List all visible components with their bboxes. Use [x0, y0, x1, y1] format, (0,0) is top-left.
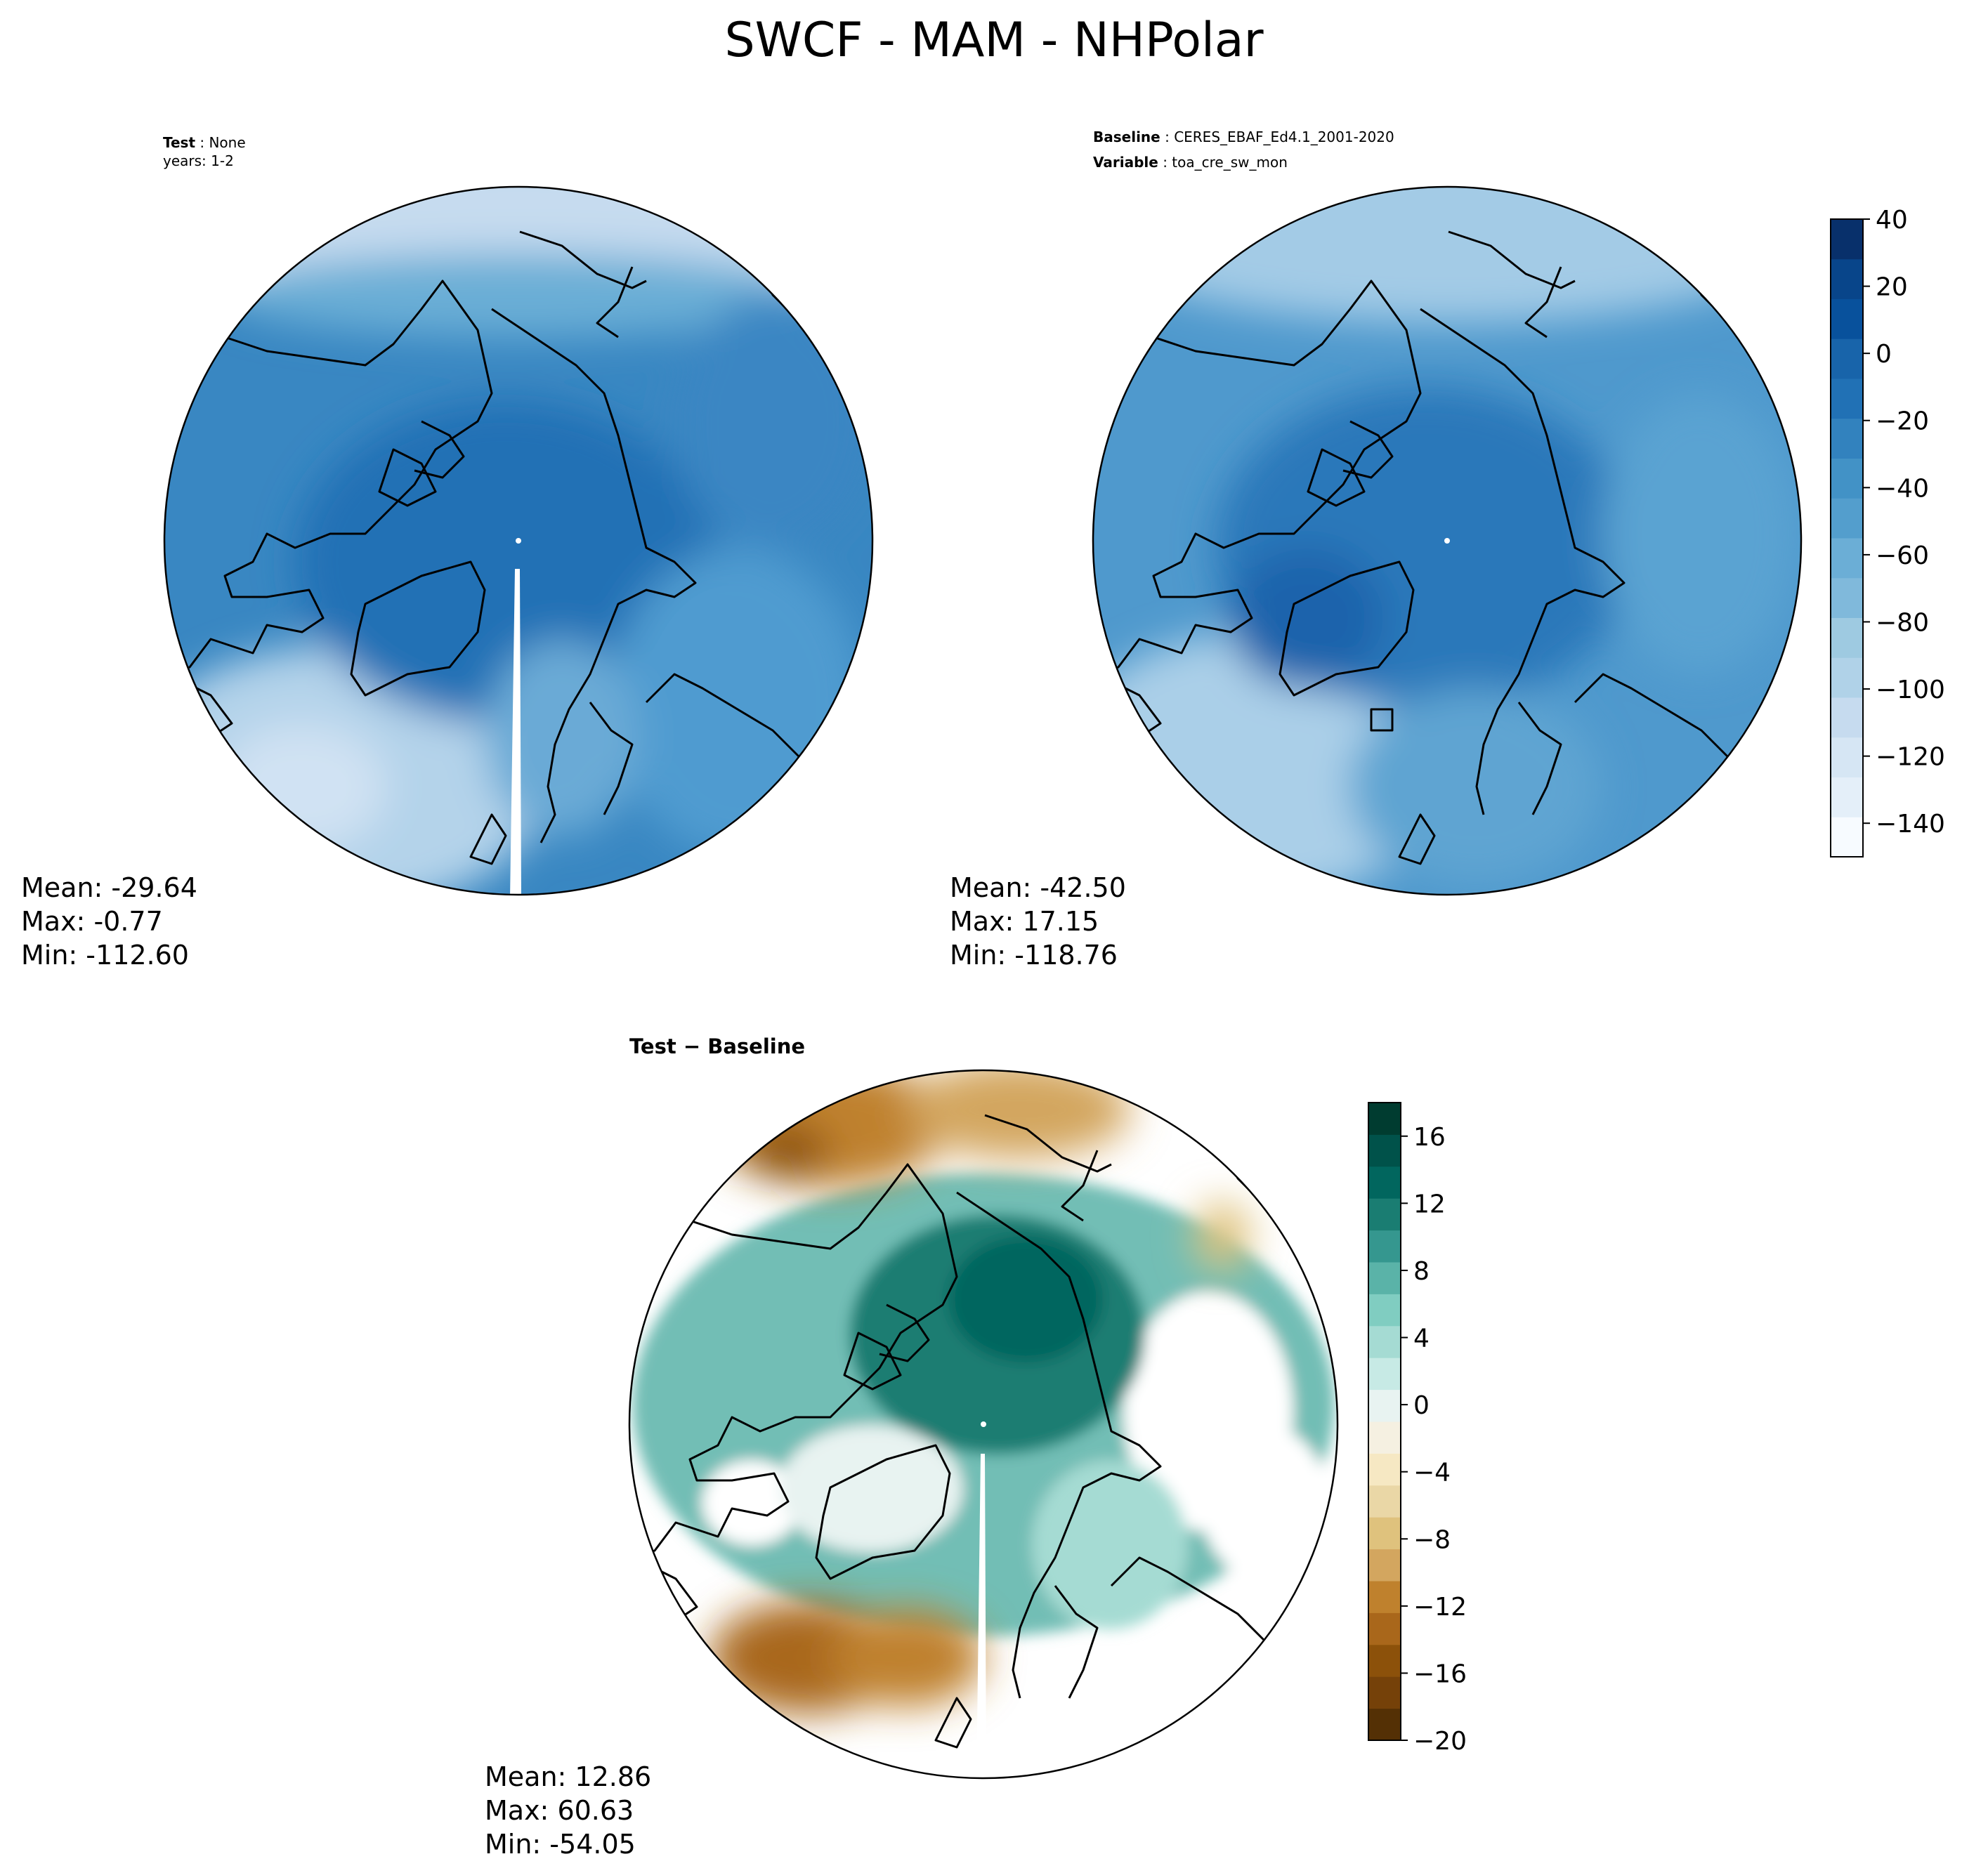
diff-color-step — [1368, 1166, 1401, 1199]
diff-color-step — [1368, 1485, 1401, 1518]
test-map — [163, 185, 874, 896]
diff-color-step — [1368, 1421, 1401, 1454]
baseline-stats: Mean: -42.50 Max: 17.15 Min: -118.76 — [950, 871, 1126, 972]
main-color-step — [1831, 339, 1863, 379]
test-label: Test : None — [163, 134, 246, 151]
diff-color-step — [1368, 1644, 1401, 1677]
baseline-min: Min: -118.76 — [950, 940, 1118, 971]
test-min: Min: -112.60 — [21, 940, 189, 971]
diff-color-step — [1368, 1389, 1401, 1422]
main-color-step — [1831, 817, 1863, 857]
main-color-step — [1831, 498, 1863, 539]
test-label-key: Test — [163, 134, 196, 151]
baseline-max: Max: 17.15 — [950, 906, 1099, 937]
diff-max: Max: 60.63 — [485, 1795, 634, 1826]
diff-frame — [1368, 1102, 1401, 1741]
test-stats: Mean: -29.64 Max: -0.77 Min: -112.60 — [21, 871, 197, 972]
baseline-variable-key: Variable — [1093, 154, 1158, 171]
diff-color-step — [1368, 1230, 1401, 1263]
diff-color-step — [1368, 1517, 1401, 1550]
main-color-step — [1831, 697, 1863, 738]
baseline-label-value: CERES_EBAF_Ed4.1_2001-2020 — [1174, 129, 1394, 145]
diff-tick-label: 4 — [1413, 1325, 1430, 1353]
diff-colorbar: 16 12 8 4 0 −4 −8 −12 −16 −20 — [1368, 1102, 1467, 1756]
main-color-step — [1831, 777, 1863, 817]
diff-tick-label: −12 — [1413, 1593, 1467, 1622]
diff-color-step — [1368, 1198, 1401, 1231]
main-tick-label: −120 — [1876, 743, 1945, 772]
main-tick-label: −140 — [1876, 810, 1945, 839]
main-color-step — [1831, 577, 1863, 618]
figure-title: SWCF - MAM - NHPolar — [724, 13, 1264, 68]
main-tick-label: −80 — [1876, 608, 1929, 637]
main-color-step — [1831, 379, 1863, 419]
diff-color-step — [1368, 1358, 1401, 1391]
test-max: Max: -0.77 — [21, 906, 163, 937]
baseline-label-key: Baseline — [1093, 129, 1160, 145]
main-color-step — [1831, 737, 1863, 777]
test-years: years: 1-2 — [163, 152, 234, 169]
diff-color-step — [1368, 1581, 1401, 1613]
diff-color-step — [1368, 1262, 1401, 1294]
diff-color-step — [1368, 1676, 1401, 1709]
main-tick-label: 20 — [1876, 273, 1908, 302]
diff-tick-label: 8 — [1413, 1257, 1430, 1286]
diff-tick-label: −8 — [1413, 1525, 1451, 1554]
diff-color-step — [1368, 1549, 1401, 1582]
diff-tick-label: 12 — [1413, 1190, 1446, 1218]
main-color-step — [1831, 538, 1863, 579]
diff-color-step — [1368, 1134, 1401, 1167]
diff-tick-label: −16 — [1413, 1660, 1467, 1688]
main-color-step — [1831, 219, 1863, 260]
diff-map — [628, 1069, 1339, 1780]
diff-color-step — [1368, 1103, 1401, 1135]
test-mean: Mean: -29.64 — [21, 872, 197, 903]
diff-stats: Mean: 12.86 Max: 60.63 Min: -54.05 — [485, 1760, 651, 1861]
diff-title: Test − Baseline — [629, 1034, 806, 1058]
diff-tick-label: −20 — [1413, 1727, 1467, 1756]
main-tick-label: 40 — [1876, 206, 1908, 235]
main-tick-label: −40 — [1876, 474, 1929, 503]
main-tick-label: −100 — [1876, 676, 1945, 704]
diff-color-step — [1368, 1325, 1401, 1358]
diff-tick-label: 16 — [1413, 1123, 1446, 1152]
main-tick-label: −20 — [1876, 407, 1929, 436]
main-color-step — [1831, 258, 1863, 299]
main-colorbar: 40 20 0 −20 −40 −60 −80 −100 −120 −140 — [1830, 206, 1945, 857]
diff-color-step — [1368, 1453, 1401, 1486]
baseline-label: Baseline : CERES_EBAF_Ed4.1_2001-2020 — [1093, 129, 1394, 145]
baseline-map — [1092, 185, 1803, 896]
diff-tick-label: −4 — [1413, 1459, 1451, 1487]
main-tick-label: −60 — [1876, 541, 1929, 570]
baseline-variable-value: toa_cre_sw_mon — [1172, 154, 1288, 171]
diff-color-step — [1368, 1708, 1401, 1741]
main-color-step — [1831, 657, 1863, 698]
diff-min: Min: -54.05 — [485, 1829, 636, 1860]
main-color-step — [1831, 418, 1863, 459]
main-frame — [1830, 218, 1864, 857]
baseline-variable: Variable : toa_cre_sw_mon — [1093, 154, 1288, 171]
diff-color-step — [1368, 1612, 1401, 1645]
diff-color-step — [1368, 1294, 1401, 1327]
diff-mean: Mean: 12.86 — [485, 1761, 652, 1792]
main-tick-label: 0 — [1876, 340, 1892, 369]
main-color-step — [1831, 458, 1863, 499]
test-label-value: None — [209, 134, 246, 151]
main-color-step — [1831, 298, 1863, 339]
main-color-step — [1831, 617, 1863, 658]
diff-tick-label: 0 — [1413, 1391, 1430, 1420]
baseline-mean: Mean: -42.50 — [950, 872, 1126, 903]
